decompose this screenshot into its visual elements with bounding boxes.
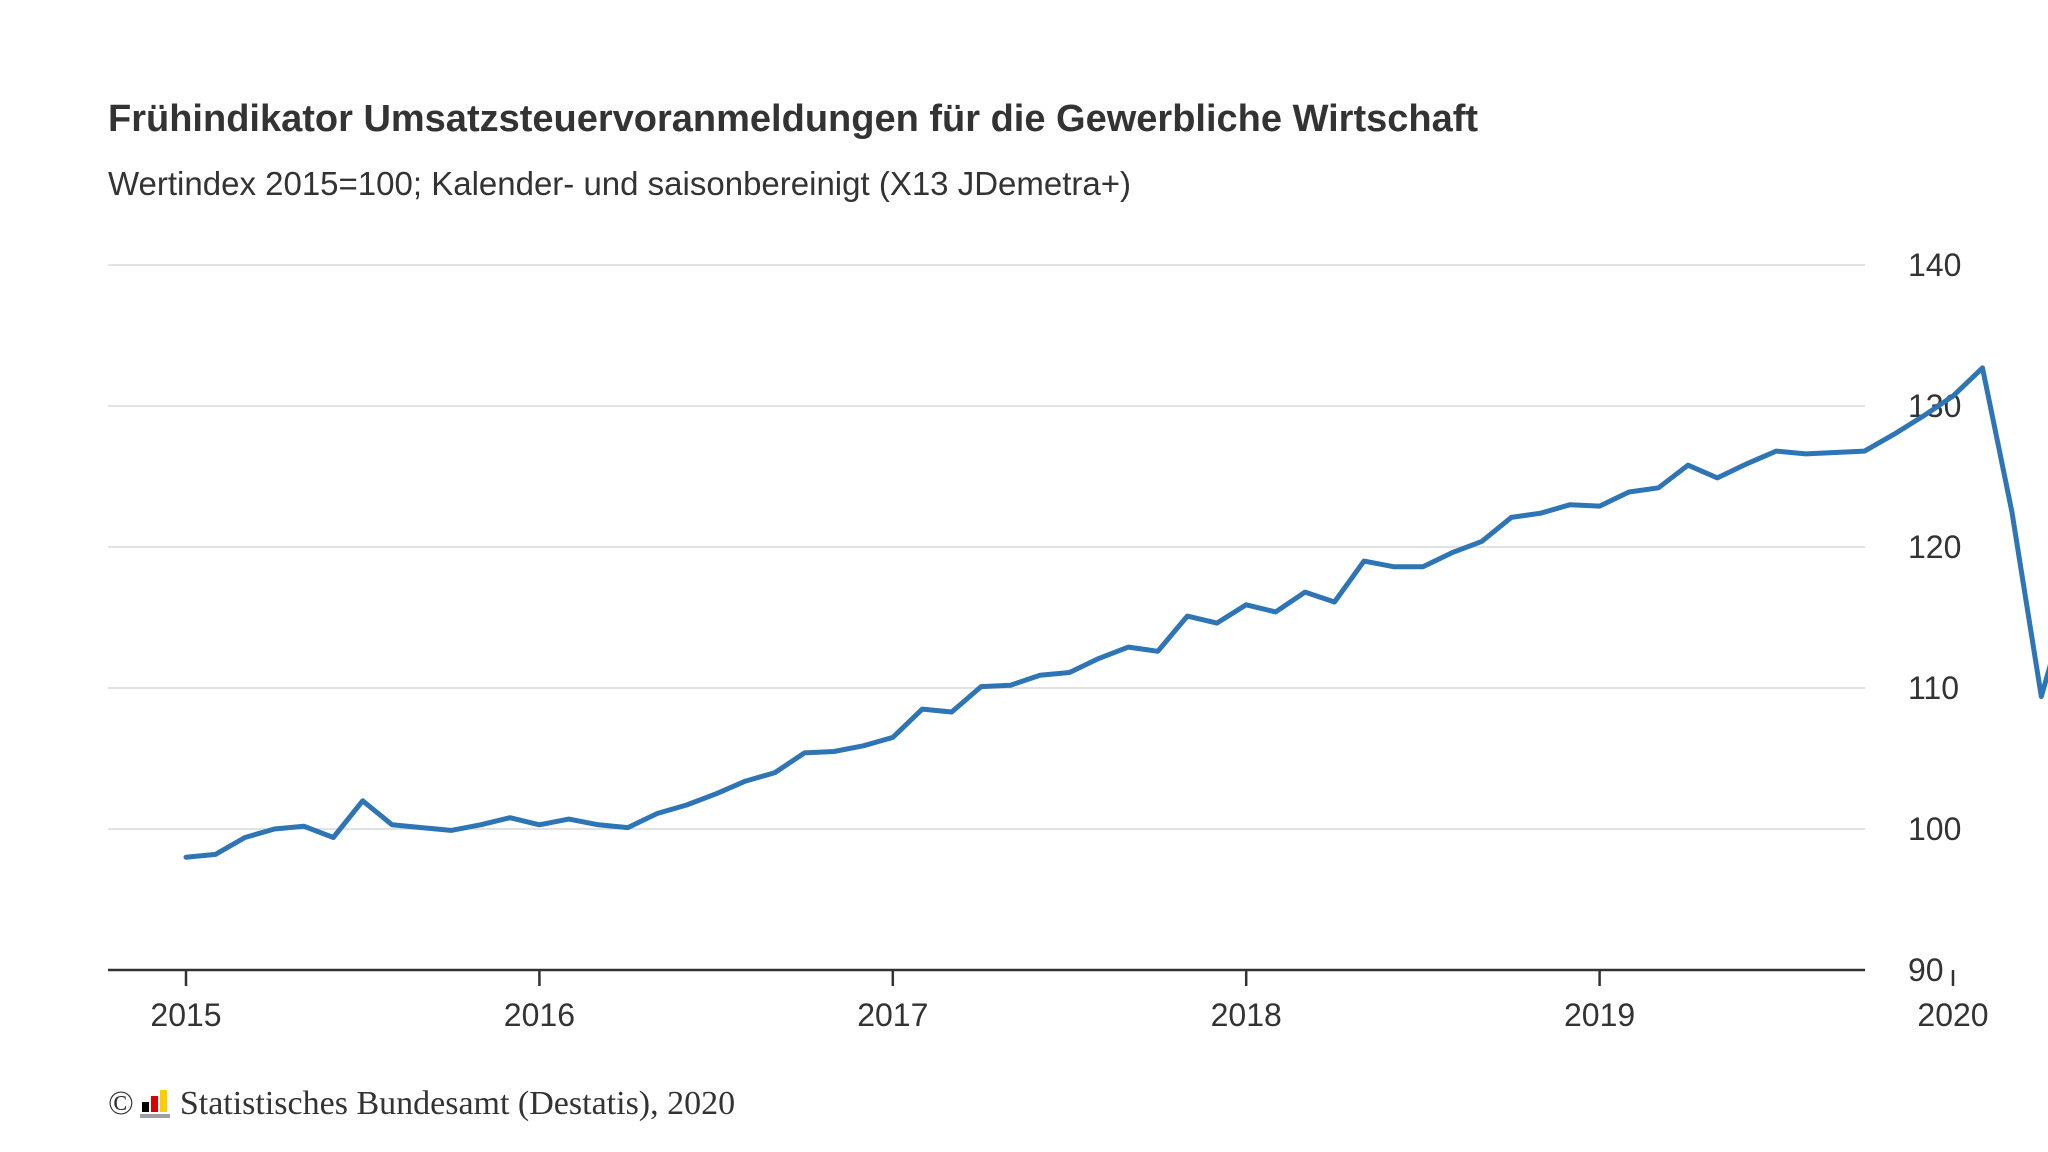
data-point-2018-08[interactable] bbox=[1446, 547, 1458, 559]
data-point-2018-04[interactable] bbox=[1329, 596, 1341, 608]
y-tick-label-120: 120 bbox=[1908, 529, 1961, 565]
data-point-2015-08[interactable] bbox=[386, 819, 398, 831]
data-point-2018-01[interactable] bbox=[1240, 599, 1252, 611]
data-point-2019-03[interactable] bbox=[1653, 482, 1665, 494]
data-point-2018-03[interactable] bbox=[1299, 586, 1311, 598]
data-point-2016-01[interactable] bbox=[533, 819, 545, 831]
y-tick-label-90: 90 bbox=[1908, 952, 1944, 988]
data-point-2016-08[interactable] bbox=[740, 775, 752, 787]
data-point-2019-06[interactable] bbox=[1741, 458, 1753, 470]
x-tick-label-2018: 2018 bbox=[1211, 997, 1282, 1033]
data-point-2016-06[interactable] bbox=[681, 799, 693, 811]
data-point-2018-11[interactable] bbox=[1535, 507, 1547, 519]
data-point-2019-01[interactable] bbox=[1594, 500, 1606, 512]
y-tick-label-140: 140 bbox=[1908, 247, 1961, 283]
data-point-2017-01[interactable] bbox=[887, 731, 899, 743]
x-tick-label-2019: 2019 bbox=[1564, 997, 1635, 1033]
data-point-2015-10[interactable] bbox=[445, 824, 457, 836]
data-point-2015-12[interactable] bbox=[504, 812, 516, 824]
data-point-2015-07[interactable] bbox=[357, 795, 369, 807]
data-point-2015-09[interactable] bbox=[416, 822, 428, 834]
data-point-2019-05[interactable] bbox=[1711, 472, 1723, 484]
copyright-symbol: © bbox=[108, 1085, 134, 1122]
data-point-2018-12[interactable] bbox=[1564, 499, 1576, 511]
data-point-2016-05[interactable] bbox=[651, 808, 663, 820]
data-point-2020-04[interactable] bbox=[2035, 691, 2047, 703]
data-point-2017-05[interactable] bbox=[1005, 679, 1017, 691]
data-point-2018-07[interactable] bbox=[1417, 561, 1429, 573]
data-point-2015-04[interactable] bbox=[268, 823, 280, 835]
data-point-2020-01[interactable] bbox=[1947, 390, 1959, 402]
logo-base bbox=[139, 1114, 170, 1118]
data-point-2016-02[interactable] bbox=[563, 813, 575, 825]
data-point-2016-10[interactable] bbox=[798, 747, 810, 759]
data-point-2017-08[interactable] bbox=[1093, 652, 1105, 664]
chart-title: Frühindikator Umsatzsteuervoranmeldungen… bbox=[108, 98, 1479, 140]
series-line-0 bbox=[183, 365, 2048, 860]
data-point-2016-12[interactable] bbox=[857, 740, 869, 752]
source-text: Statistisches Bundesamt (Destatis), 2020 bbox=[179, 1085, 736, 1122]
data-point-2019-08[interactable] bbox=[1800, 448, 1812, 460]
data-point-2016-03[interactable] bbox=[592, 819, 604, 831]
x-tick-label-2016: 2016 bbox=[504, 997, 575, 1033]
data-point-2017-12[interactable] bbox=[1211, 617, 1223, 629]
data-point-2019-07[interactable] bbox=[1770, 445, 1782, 457]
chart-subtitle: Wertindex 2015=100; Kalender- und saison… bbox=[108, 165, 1131, 202]
data-point-2017-02[interactable] bbox=[916, 703, 928, 715]
logo-bar-black bbox=[141, 1102, 149, 1112]
y-tick-label-110: 110 bbox=[1908, 670, 1959, 706]
data-point-2015-02[interactable] bbox=[209, 848, 221, 860]
data-point-2018-05[interactable] bbox=[1358, 555, 1370, 567]
logo-bar-gold bbox=[159, 1090, 167, 1112]
data-point-2018-09[interactable] bbox=[1476, 535, 1488, 547]
data-point-2016-11[interactable] bbox=[828, 746, 840, 758]
data-point-2019-10[interactable] bbox=[1859, 445, 1871, 457]
data-point-2019-02[interactable] bbox=[1623, 486, 1635, 498]
data-point-2016-07[interactable] bbox=[710, 788, 722, 800]
data-point-2017-10[interactable] bbox=[1152, 645, 1164, 657]
data-point-2015-11[interactable] bbox=[475, 819, 487, 831]
data-point-2019-12[interactable] bbox=[1918, 410, 1930, 422]
x-axis: 2015 2016 2017 2018 2019 2020 bbox=[108, 968, 1989, 1033]
y-tick-label-100: 100 bbox=[1908, 811, 1961, 847]
data-point-2016-04[interactable] bbox=[622, 822, 634, 834]
x-tick-label-2017: 2017 bbox=[857, 997, 928, 1033]
data-point-2017-11[interactable] bbox=[1181, 610, 1193, 622]
source-footer: © Statistisches Bundesamt (Destatis), 20… bbox=[108, 1085, 735, 1123]
logo-bar-red bbox=[150, 1096, 158, 1112]
data-point-2015-01[interactable] bbox=[180, 851, 192, 863]
data-point-2017-03[interactable] bbox=[946, 706, 958, 718]
data-point-2019-11[interactable] bbox=[1888, 428, 1900, 440]
data-point-2015-03[interactable] bbox=[239, 832, 251, 844]
series-layer bbox=[180, 362, 2048, 863]
data-point-2020-02[interactable] bbox=[1977, 362, 1989, 374]
data-point-2019-04[interactable] bbox=[1682, 459, 1694, 471]
destatis-logo-icon bbox=[139, 1090, 170, 1118]
x-tick-label-2015: 2015 bbox=[150, 997, 221, 1033]
data-point-2015-05[interactable] bbox=[298, 820, 310, 832]
data-point-2019-09[interactable] bbox=[1829, 447, 1841, 459]
data-point-2017-07[interactable] bbox=[1064, 667, 1076, 679]
gridlines bbox=[108, 264, 1865, 830]
data-point-2017-04[interactable] bbox=[975, 681, 987, 693]
data-point-2017-06[interactable] bbox=[1034, 669, 1046, 681]
x-tick-label-2020: 2020 bbox=[1917, 997, 1988, 1033]
data-point-2018-06[interactable] bbox=[1388, 561, 1400, 573]
data-point-2018-02[interactable] bbox=[1270, 606, 1282, 618]
data-point-2017-09[interactable] bbox=[1122, 641, 1134, 653]
data-point-2020-03[interactable] bbox=[2006, 506, 2018, 518]
data-point-2016-09[interactable] bbox=[769, 767, 781, 779]
data-point-2018-10[interactable] bbox=[1505, 511, 1517, 523]
data-point-2015-06[interactable] bbox=[327, 832, 339, 844]
